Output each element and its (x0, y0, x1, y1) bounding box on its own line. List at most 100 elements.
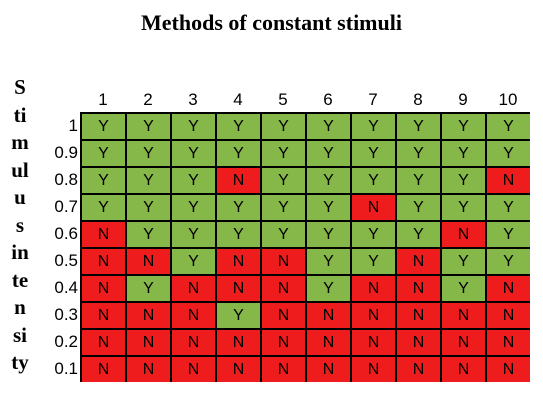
cell-no: N (127, 249, 170, 274)
column-header: 6 (323, 90, 333, 109)
cell-no: N (262, 249, 305, 274)
cell-yes: Y (262, 195, 305, 220)
cell-yes: Y (262, 114, 305, 139)
cell-yes: Y (172, 195, 215, 220)
cell-no: N (442, 330, 485, 355)
cell-yes: Y (397, 222, 440, 247)
cell-no: N (487, 357, 530, 382)
cell-yes: Y (172, 249, 215, 274)
column-header: 4 (233, 90, 243, 109)
cell-yes: Y (82, 195, 125, 220)
cell-no: N (262, 330, 305, 355)
cell-no: N (172, 303, 215, 328)
cell-no: N (352, 195, 395, 220)
cell-yes: Y (352, 222, 395, 247)
cell-no: N (307, 303, 350, 328)
row-header: 0.6 (54, 224, 78, 243)
cell-yes: Y (172, 114, 215, 139)
cell-no: N (217, 330, 260, 355)
cell-no: N (217, 249, 260, 274)
cell-no: N (82, 276, 125, 301)
cell-yes: Y (172, 168, 215, 193)
y-axis-label-fragment: si (12, 322, 27, 347)
cell-yes: Y (397, 141, 440, 166)
row-header: 0.9 (54, 143, 78, 162)
cell-no: N (172, 276, 215, 301)
cell-yes: Y (307, 141, 350, 166)
cell-no: N (217, 168, 260, 193)
y-axis-label-fragment: ul (11, 157, 29, 182)
cell-no: N (352, 276, 395, 301)
cell-yes: Y (487, 222, 530, 247)
y-axis-label-fragment: S (14, 75, 26, 99)
row-header: 0.5 (54, 251, 78, 270)
cell-no: N (127, 303, 170, 328)
cell-no: N (262, 276, 305, 301)
cell-yes: Y (352, 249, 395, 274)
cell-yes: Y (217, 141, 260, 166)
cell-yes: Y (307, 114, 350, 139)
row-header: 0.8 (54, 170, 78, 189)
column-header: 8 (413, 90, 423, 109)
cell-yes: Y (307, 276, 350, 301)
cell-yes: Y (307, 168, 350, 193)
cell-no: N (442, 222, 485, 247)
cell-yes: Y (217, 222, 260, 247)
cell-yes: Y (217, 195, 260, 220)
cell-no: N (352, 357, 395, 382)
cell-yes: Y (352, 168, 395, 193)
column-header: 7 (368, 90, 378, 109)
y-axis-label-fragment: m (11, 130, 29, 154)
cell-no: N (352, 330, 395, 355)
cell-yes: Y (352, 114, 395, 139)
cell-yes: Y (262, 222, 305, 247)
cell-yes: Y (442, 276, 485, 301)
row-header: 0.3 (54, 305, 78, 324)
cell-no: N (307, 330, 350, 355)
cell-yes: Y (307, 249, 350, 274)
column-header: 5 (278, 90, 288, 109)
cell-yes: Y (127, 276, 170, 301)
cell-no: N (307, 357, 350, 382)
cell-no: N (487, 168, 530, 193)
column-header: 9 (458, 90, 468, 109)
cell-no: N (352, 303, 395, 328)
cell-yes: Y (262, 141, 305, 166)
cell-yes: Y (352, 141, 395, 166)
cell-no: N (262, 357, 305, 382)
cell-no: N (217, 276, 260, 301)
cell-no: N (82, 249, 125, 274)
y-axis-label-fragment: ti (13, 102, 27, 127)
y-axis-label-fragment: u (14, 185, 26, 209)
cell-yes: Y (82, 114, 125, 139)
cell-no: N (442, 303, 485, 328)
cell-no: N (82, 330, 125, 355)
column-header: 1 (98, 90, 108, 109)
column-header: 2 (143, 90, 153, 109)
cell-no: N (127, 330, 170, 355)
cell-yes: Y (442, 195, 485, 220)
row-header: 0.7 (54, 197, 78, 216)
cell-yes: Y (487, 195, 530, 220)
cell-no: N (397, 357, 440, 382)
y-axis-label-fragment: in (11, 240, 29, 264)
column-header: 3 (188, 90, 198, 109)
cell-yes: Y (397, 114, 440, 139)
cell-no: N (397, 303, 440, 328)
y-axis-label-fragment: s (15, 212, 25, 237)
cell-yes: Y (487, 141, 530, 166)
cell-yes: Y (442, 114, 485, 139)
cell-yes: Y (442, 141, 485, 166)
cell-no: N (397, 330, 440, 355)
cell-yes: Y (442, 168, 485, 193)
cell-no: N (127, 357, 170, 382)
cell-yes: Y (82, 168, 125, 193)
cell-no: N (217, 357, 260, 382)
cell-yes: Y (487, 114, 530, 139)
cell-no: N (397, 276, 440, 301)
row-header: 0.2 (54, 332, 78, 351)
cell-yes: Y (127, 168, 170, 193)
row-header: 0.1 (54, 359, 78, 378)
